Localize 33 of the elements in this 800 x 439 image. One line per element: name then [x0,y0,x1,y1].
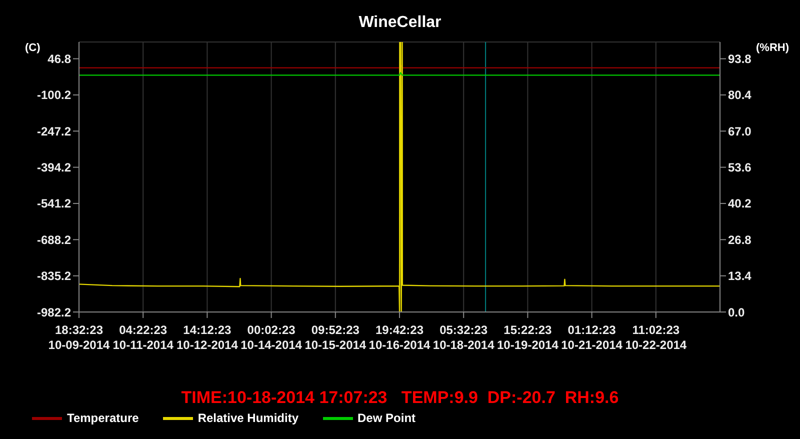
text: TIME:10-18-2014 17:07:23 TEMP:9.9 DP:-20.7 RH:9.6 [180,388,620,408]
x-tick-label: 14:12:23 10-12-2014 [176,323,238,352]
y-tick-label: -394.2 [36,160,72,175]
y-tick-label: -247.2 [36,124,72,138]
y-tick-label: 46.8 [48,52,72,66]
legend-label: Relative Humidity [198,411,299,425]
x-tick-label: 09:52:23 10-15-2014 [304,323,366,352]
y-tick-label: -835.2 [36,269,72,284]
y-axis-title: (C) [25,42,40,54]
y-tick-label: -688.2 [36,232,72,247]
y2-tick-label: 0.0 [728,305,746,320]
y2-tick-label: 40.2 [728,196,752,211]
x-tick-label: 18:32:23 10-09-2014 [48,323,110,352]
y2-tick-label: 26.8 [728,232,752,247]
y-tick-label: -541.2 [36,196,72,211]
x-tick-label: 01:12:23 10-21-2014 [561,323,623,352]
y2-tick-label: 53.6 [728,160,752,175]
y2-tick-label: 13.4 [728,269,752,284]
y2-tick-label: 80.4 [728,88,752,102]
y2-axis-title: (%RH) [756,42,789,54]
chart-title: WineCellar [358,14,442,32]
y2-tick-label: 93.8 [728,52,752,66]
y2-tick-label: 67.0 [728,124,752,138]
x-tick-label: 15:22:23 10-19-2014 [497,323,559,352]
legend-label: Temperature [67,411,139,425]
x-tick-label: 19:42:23 10-16-2014 [368,323,431,352]
x-tick-label: 04:22:23 10-11-2014 [112,323,174,352]
y-tick-label: -982.2 [36,305,72,320]
x-tick-label: 05:32:23 10-18-2014 [432,323,495,352]
y-tick-label: -100.2 [36,88,72,102]
x-tick-label: 11:02:23 10-22-2014 [625,323,687,352]
x-tick-label: 00:02:23 10-14-2014 [240,323,302,352]
legend-label: Dew Point [358,411,416,425]
